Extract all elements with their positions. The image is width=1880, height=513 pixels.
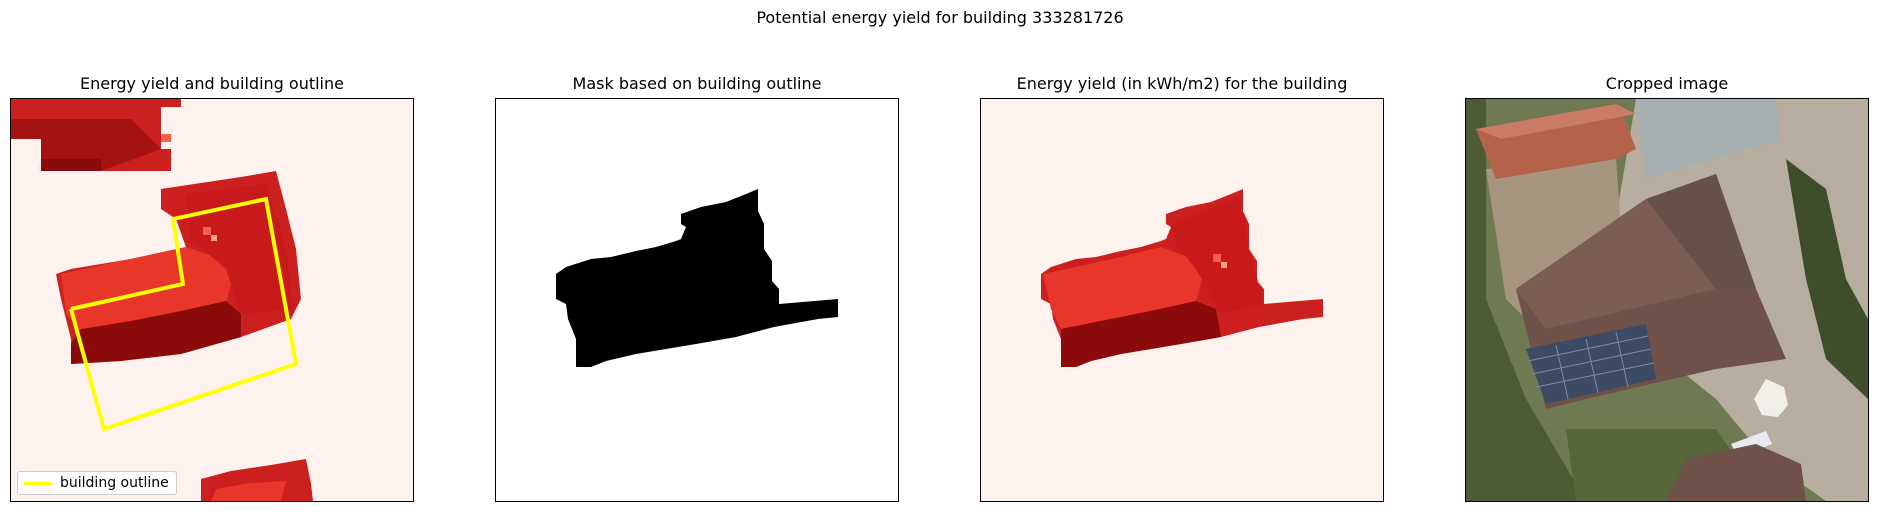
figure-title: Potential energy yield for building 3332… [756, 8, 1124, 27]
building-mask [496, 99, 898, 501]
panel-4-axes [1465, 98, 1869, 502]
energy-yield-building-heatmap [981, 99, 1383, 501]
legend-label: building outline [60, 475, 169, 491]
panel-1-axes: building outline [10, 98, 414, 502]
energy-yield-outline-heatmap [11, 99, 413, 501]
panel-1-title: Energy yield and building outline [80, 74, 344, 93]
legend: building outline [17, 471, 177, 495]
mask-shape [556, 189, 838, 367]
panel-3-title: Energy yield (in kWh/m2) for the buildin… [1016, 74, 1348, 93]
panel-4-title: Cropped image [1605, 74, 1729, 93]
panel-3-axes [980, 98, 1384, 502]
building-outline-line [69, 196, 299, 432]
panel-2-axes [495, 98, 899, 502]
panel-2-title: Mask based on building outline [572, 74, 822, 93]
legend-swatch [24, 481, 52, 485]
cropped-aerial-image [1466, 99, 1868, 501]
